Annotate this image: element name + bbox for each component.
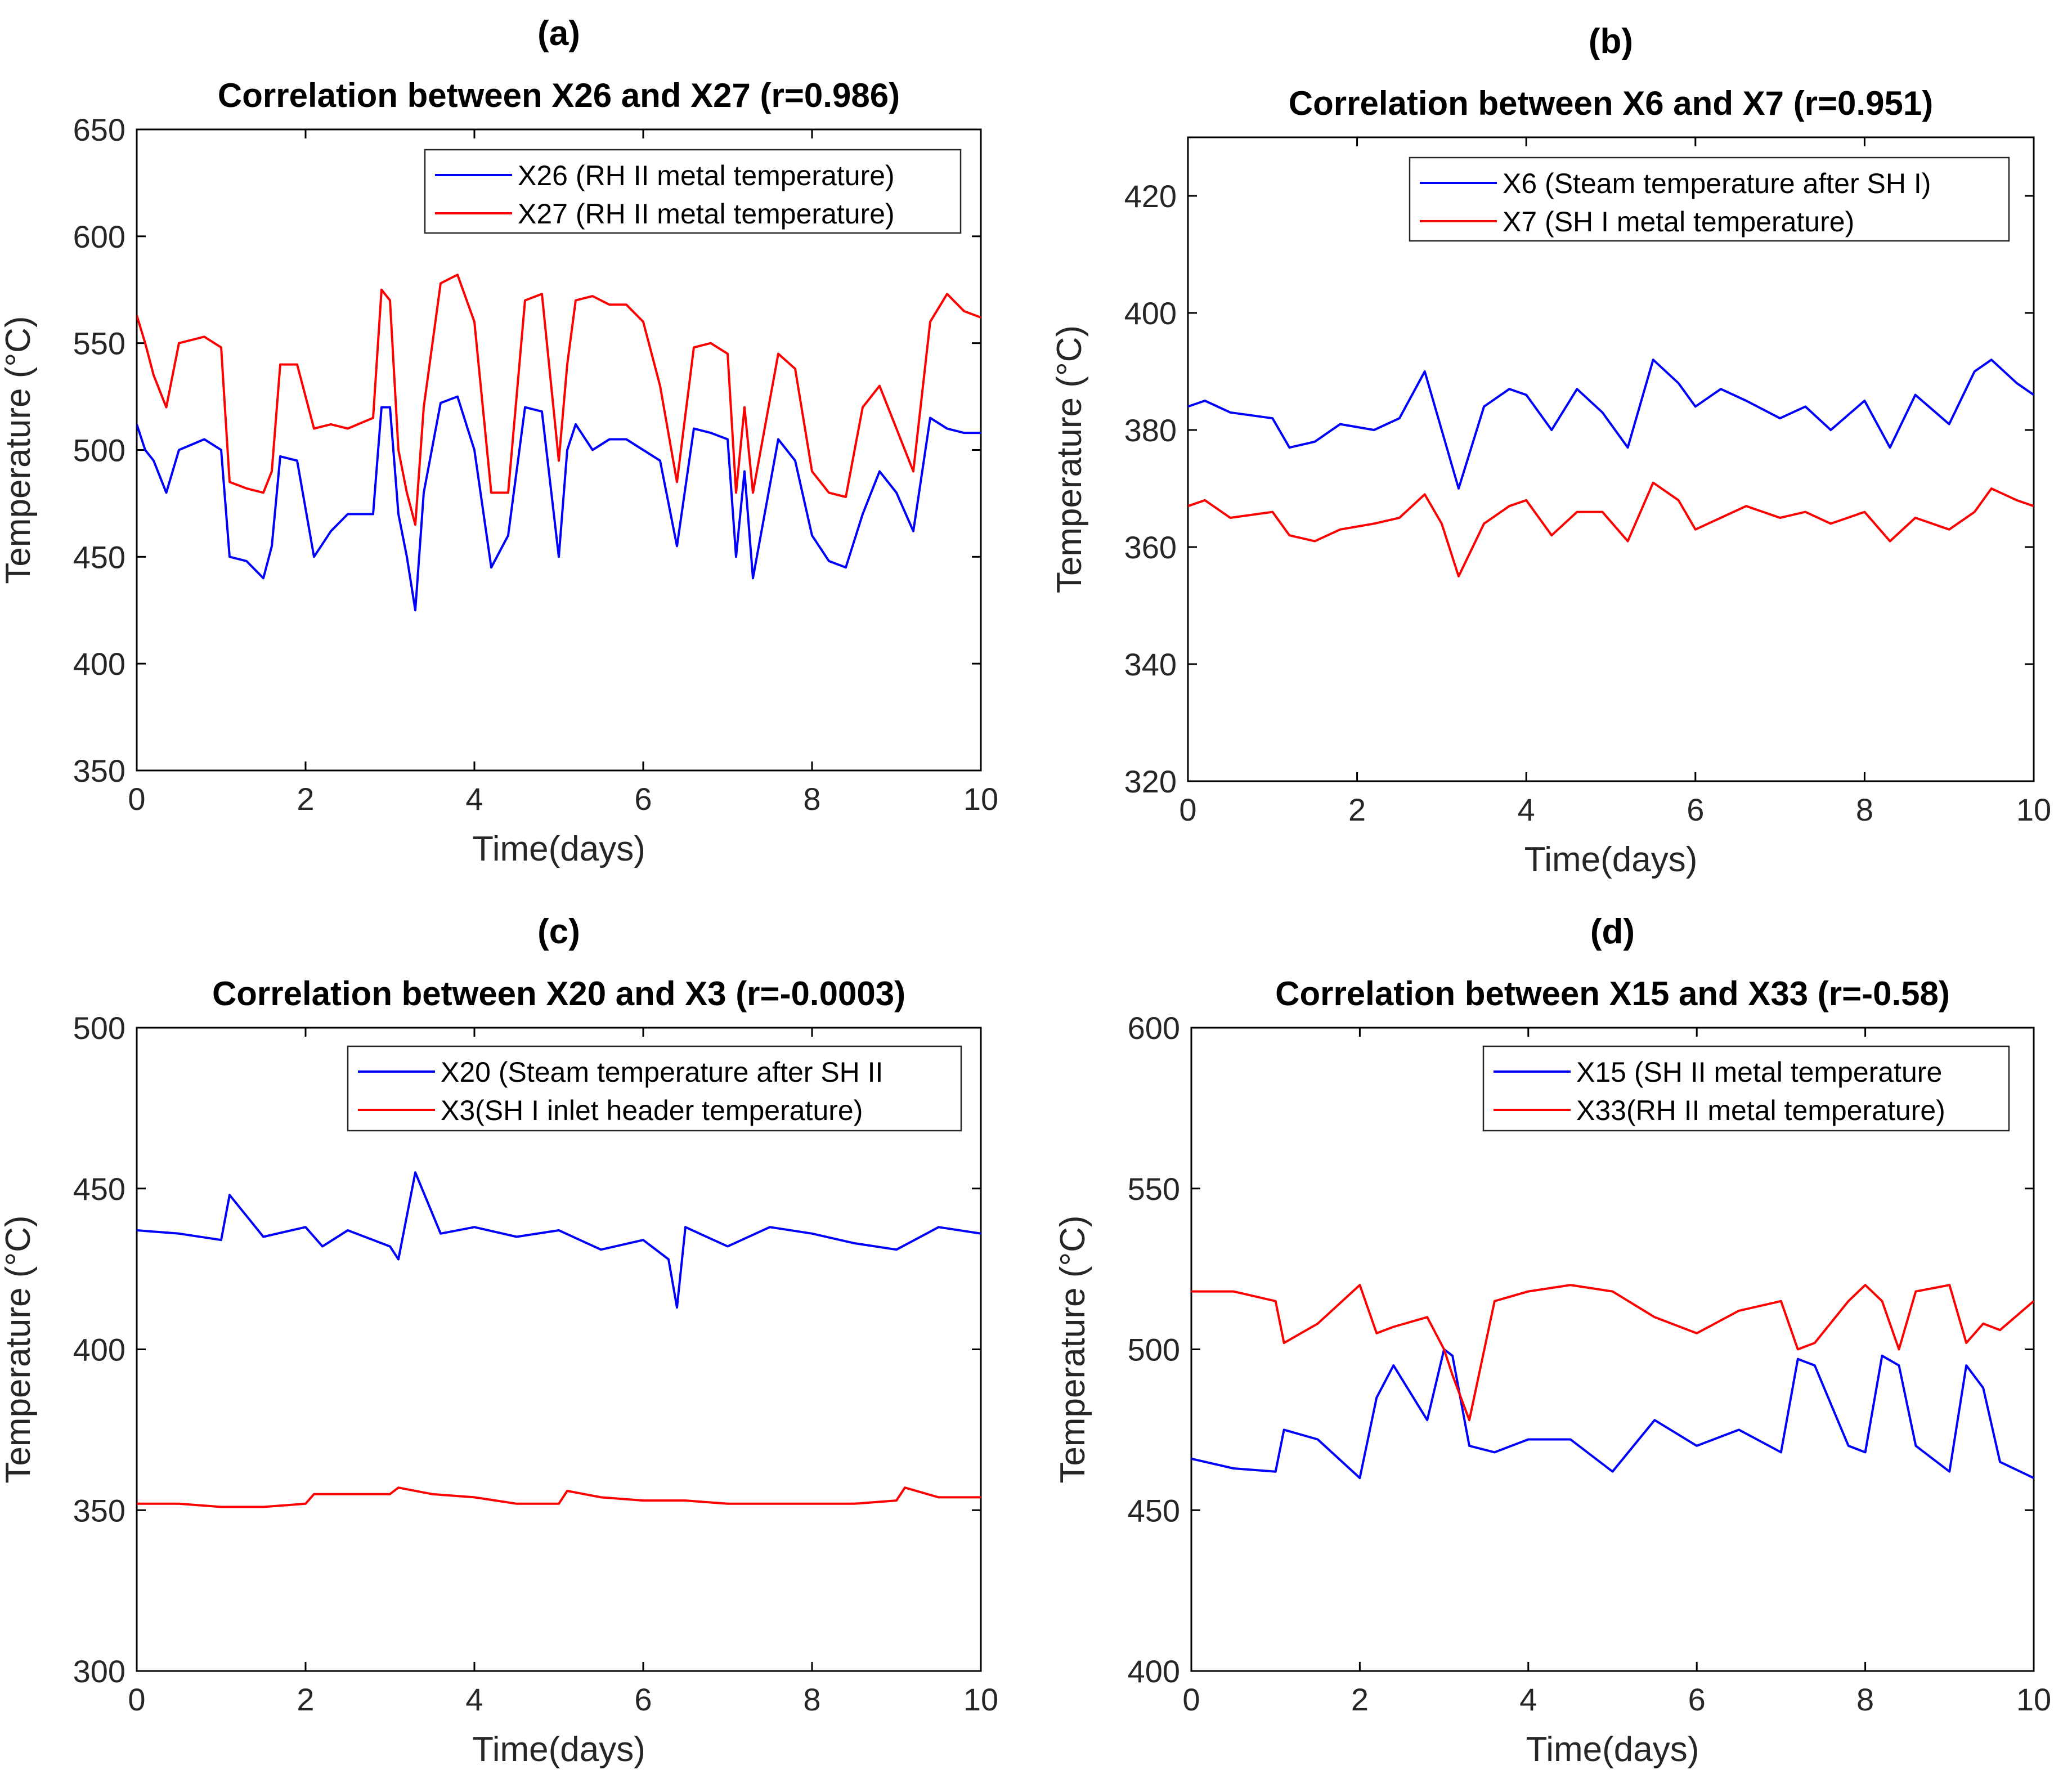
x-tick-label: 6 [634, 1682, 652, 1717]
legend-box [424, 149, 962, 234]
x-tick-label: 0 [1179, 792, 1196, 827]
y-tick-label: 400 [73, 1332, 125, 1368]
y-tick-label: 450 [73, 1171, 125, 1207]
panel-label: (b) [1589, 22, 1633, 61]
y-tick-label: 550 [1128, 1171, 1180, 1207]
x-tick-label: 0 [128, 781, 145, 817]
x-tick-label: 10 [963, 1682, 998, 1717]
legend-label-1: X20 (Steam temperature after SH II [441, 1056, 883, 1088]
chart-title: Correlation between X20 and X3 (r=-0.000… [212, 975, 905, 1013]
y-tick-label: 420 [1124, 178, 1177, 214]
legend-label-2: X27 (RH II metal temperature) [518, 198, 895, 230]
x-axis-label: Time(days) [1526, 1730, 1699, 1769]
x-axis-label: Time(days) [472, 830, 645, 868]
chart-panel-4: (d) Correlation between X15 and X33 (r=-0… [1053, 912, 2051, 1769]
y-tick-label: 450 [1128, 1493, 1180, 1528]
y-tick-label: 500 [73, 433, 125, 468]
x-tick-label: 4 [1518, 792, 1535, 827]
legend-label-2: X7 (SH I metal temperature) [1503, 206, 1854, 238]
y-tick-label: 360 [1124, 530, 1177, 565]
x-axis-label: Time(days) [1524, 840, 1698, 879]
chart-title: Correlation between X6 and X7 (r=0.951) [1289, 84, 1933, 122]
series-line-2 [1188, 481, 2034, 577]
x-tick-label: 10 [2016, 1682, 2051, 1717]
plot-area [1190, 1027, 2035, 1672]
y-tick-label: 340 [1124, 647, 1177, 682]
y-tick-label: 400 [1128, 1654, 1180, 1689]
y-tick-label: 380 [1124, 413, 1177, 448]
x-tick-label: 8 [1856, 792, 1873, 827]
y-axis-label: Temperature (°C) [1050, 325, 1089, 593]
y-axis-label: Temperature (°C) [1053, 1215, 1092, 1483]
series-line-2 [1191, 1284, 2034, 1422]
y-tick-label: 650 [73, 112, 125, 147]
x-tick-label: 4 [1519, 1682, 1537, 1717]
series-line-1 [137, 1171, 981, 1309]
x-tick-label: 10 [2016, 792, 2051, 827]
series-line-1 [1188, 359, 2034, 490]
legend-box [1409, 156, 2010, 242]
x-tick-label: 8 [1856, 1682, 1874, 1717]
legend: X26 (RH II metal temperature) X27 (RH II … [424, 149, 962, 234]
legend-label-1: X26 (RH II metal temperature) [518, 160, 895, 191]
y-tick-label: 600 [73, 219, 125, 254]
legend: X15 (SH II metal temperature X33(RH II me… [1482, 1045, 2010, 1132]
chart-title: Correlation between X26 and X27 (r=0.986… [218, 77, 900, 114]
series-line-1 [1191, 1348, 2034, 1480]
plot-area [136, 1027, 982, 1672]
y-tick-label: 450 [73, 539, 125, 575]
legend-label-1: X15 (SH II metal temperature [1576, 1056, 1942, 1088]
x-tick-label: 0 [1182, 1682, 1200, 1717]
series-line-1 [137, 395, 981, 612]
x-tick-label: 4 [465, 781, 483, 817]
y-tick-label: 300 [73, 1654, 125, 1689]
y-tick-label: 350 [73, 753, 125, 789]
y-axis-label: Temperature (°C) [0, 316, 38, 584]
legend: X20 (Steam temperature after SH II X3(SH … [347, 1045, 962, 1132]
y-tick-label: 400 [1124, 295, 1177, 331]
x-tick-label: 2 [1348, 792, 1366, 827]
x-tick-label: 8 [803, 1682, 820, 1717]
panel-label: (c) [537, 912, 580, 951]
x-tick-label: 8 [803, 781, 820, 817]
legend-label-1: X6 (Steam temperature after SH I) [1503, 168, 1931, 199]
x-tick-label: 4 [465, 1682, 483, 1717]
legend-label-2: X3(SH I inlet header temperature) [441, 1095, 863, 1126]
panel-label: (a) [537, 14, 580, 53]
panel-label: (d) [1590, 912, 1635, 951]
legend-box [1482, 1045, 2010, 1132]
x-tick-label: 6 [634, 781, 652, 817]
y-tick-label: 400 [73, 646, 125, 682]
legend-box [347, 1045, 962, 1132]
legend-label-2: X33(RH II metal temperature) [1576, 1095, 1945, 1126]
plot-area [1187, 136, 2035, 782]
x-tick-label: 2 [297, 781, 314, 817]
x-tick-label: 0 [128, 1682, 145, 1717]
x-tick-label: 10 [963, 781, 998, 817]
y-tick-label: 500 [73, 1010, 125, 1046]
y-tick-label: 500 [1128, 1332, 1180, 1368]
y-tick-label: 600 [1128, 1010, 1180, 1046]
y-axis-label: Temperature (°C) [0, 1215, 38, 1483]
x-tick-label: 6 [1687, 792, 1704, 827]
series-line-2 [137, 1486, 981, 1508]
chart-title: Correlation between X15 and X33 (r=-0.58… [1275, 975, 1950, 1013]
x-tick-label: 6 [1688, 1682, 1706, 1717]
chart-panel-1: (a) Correlation between X26 and X27 (r=0.… [0, 14, 998, 868]
legend: X6 (Steam temperature after SH I) X7 (SH … [1409, 156, 2010, 242]
chart-panel-3: (c) Correlation between X20 and X3 (r=-0.… [0, 912, 998, 1769]
y-tick-label: 550 [73, 326, 125, 361]
x-tick-label: 2 [1351, 1682, 1369, 1717]
series-line-2 [137, 274, 981, 526]
chart-panel-2: (b) Correlation between X6 and X7 (r=0.95… [1050, 22, 2051, 879]
x-tick-label: 2 [297, 1682, 314, 1717]
x-axis-label: Time(days) [472, 1730, 645, 1769]
y-tick-label: 320 [1124, 764, 1177, 799]
y-tick-label: 350 [73, 1493, 125, 1528]
